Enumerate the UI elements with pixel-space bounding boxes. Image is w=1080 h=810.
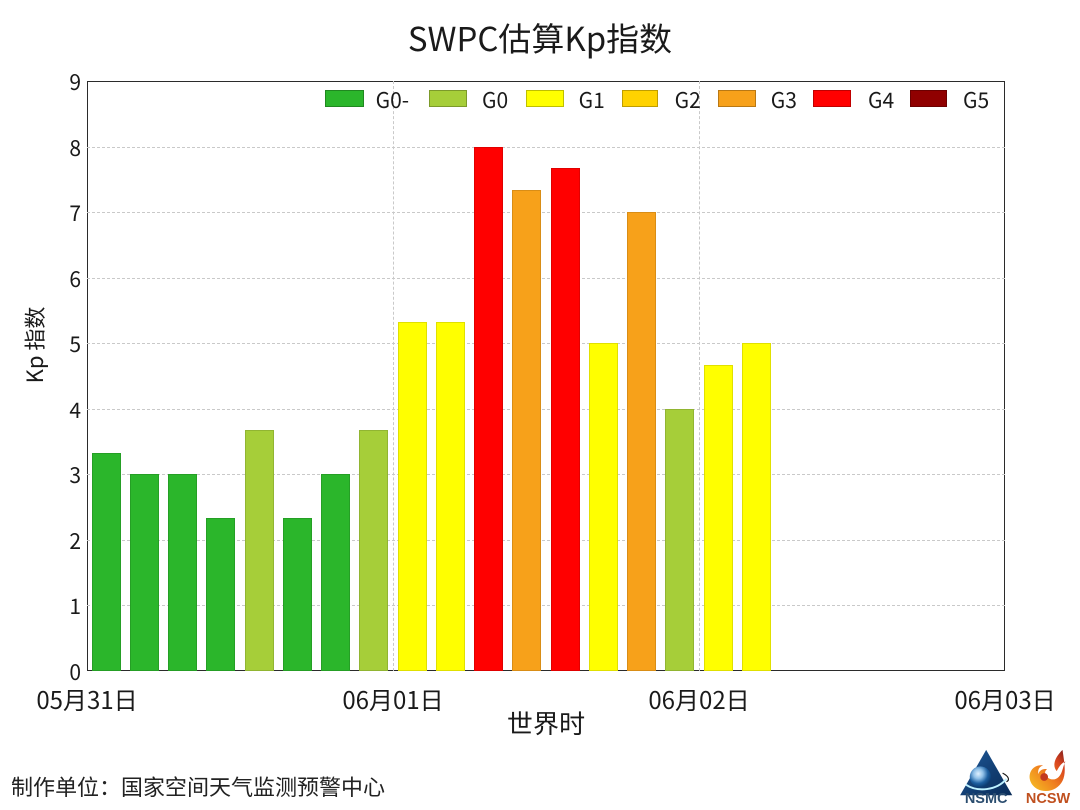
svg-text:NCSW: NCSW	[1026, 791, 1071, 804]
svg-text:NSMC: NSMC	[965, 791, 1008, 804]
